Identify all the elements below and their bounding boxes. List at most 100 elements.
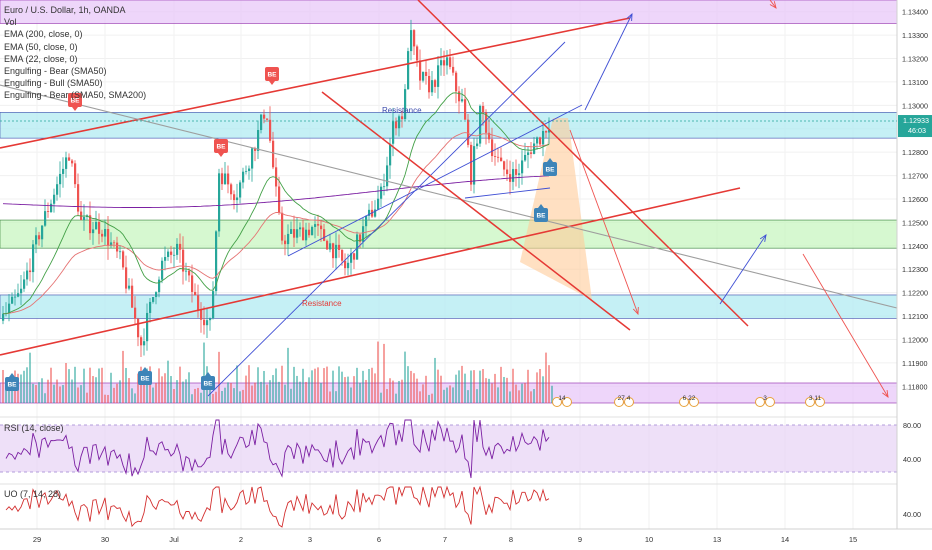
volume-bar (524, 382, 526, 403)
candle (386, 165, 389, 187)
economic-event[interactable]: 6 22 (679, 395, 699, 407)
economic-event[interactable]: 3 (755, 395, 775, 407)
symbol-title[interactable]: Euro / U.S. Dollar, 1h, OANDA (4, 5, 126, 15)
candle (518, 173, 521, 175)
volume-bar (179, 366, 181, 403)
signal-badge-pointer (218, 153, 224, 157)
legend-ema200[interactable]: EMA (200, close, 0) (4, 29, 83, 40)
volume-bar (542, 376, 544, 403)
volume-bar (431, 393, 433, 403)
volume-bar (443, 389, 445, 403)
legend-engulfing-bear-200[interactable]: Engulfing - Bear (SMA50, SMA200) (4, 90, 147, 101)
time-tick-label: 6 (377, 535, 381, 544)
candle (83, 217, 86, 221)
arrow-down-target (569, 129, 639, 315)
volume-bar (455, 374, 457, 403)
candle (383, 186, 386, 188)
legend-ema50[interactable]: EMA (50, close, 0) (4, 41, 78, 52)
candle (38, 235, 41, 240)
zone-green (0, 219, 898, 249)
candle (20, 288, 23, 294)
volume-bar (224, 387, 226, 403)
candle (152, 297, 155, 302)
candle (125, 267, 128, 289)
volume-bar (467, 390, 469, 403)
volume-bar (35, 385, 37, 403)
candle (44, 211, 47, 226)
candle (266, 118, 269, 120)
volume-bar (320, 383, 322, 403)
candle (221, 173, 224, 185)
candle (260, 114, 263, 131)
signal-badge-label: BE (70, 98, 80, 105)
candle (131, 285, 134, 308)
legend-vol[interactable]: Vol (4, 17, 17, 28)
volume-bar (338, 366, 340, 403)
economic-event[interactable]: 27 4 (614, 395, 634, 407)
economic-event[interactable]: 14 (552, 395, 572, 407)
volume-bar (401, 379, 403, 403)
volume-bar (344, 377, 346, 403)
volume-bar (494, 373, 496, 403)
volume-bar (389, 378, 391, 403)
volume-bar (32, 383, 34, 403)
signal-badge: BE (138, 367, 152, 385)
signal-badge: BE (265, 67, 279, 85)
volume-bar (128, 378, 130, 403)
volume-bar (203, 342, 205, 403)
event-flag-icon (562, 397, 572, 407)
candle (299, 227, 302, 230)
volume-bar (29, 352, 31, 403)
volume-bar (26, 367, 28, 403)
volume-bar (155, 383, 157, 403)
candle (32, 244, 35, 273)
volume-bar (488, 378, 490, 403)
volume-bar (347, 376, 349, 403)
event-count: 14 (558, 395, 566, 402)
candle (203, 319, 206, 326)
uo-title[interactable]: UO (7, 14, 28) (4, 489, 62, 499)
candle (146, 312, 149, 342)
volume-bar (170, 376, 172, 403)
candle (545, 131, 548, 133)
candle (320, 225, 323, 230)
grey-trendline (0, 84, 898, 309)
candle (314, 224, 317, 227)
candle (155, 292, 158, 298)
candle (329, 243, 332, 250)
candle (227, 173, 230, 185)
candle (224, 173, 227, 185)
arrow-down-long-head (882, 390, 889, 398)
legend-ema22[interactable]: EMA (22, close, 0) (4, 53, 78, 64)
event-flag-icon (624, 397, 634, 407)
downchannel-lower-line (321, 91, 631, 331)
candle (437, 65, 440, 87)
volume-bar (119, 380, 121, 403)
legend-engulfing-bear[interactable]: Engulfing - Bear (SMA50) (4, 66, 107, 77)
volume-bar (251, 385, 253, 403)
current-price-label: 1.12933 (903, 116, 929, 125)
volume-bar (134, 393, 136, 403)
candle (416, 46, 419, 61)
legend-engulfing-bull[interactable]: Engulfing - Bull (SMA50) (4, 78, 103, 89)
candle (194, 291, 197, 296)
candle (113, 242, 116, 244)
volume-bar (428, 394, 430, 403)
rsi-title[interactable]: RSI (14, close) (4, 423, 64, 433)
volume-bar (497, 387, 499, 403)
volume-bar (197, 387, 199, 403)
time-tick-label: 7 (443, 535, 447, 544)
volume-bar (356, 367, 358, 403)
event-count: 6 22 (683, 395, 696, 402)
candle (428, 75, 431, 93)
signal-badge-box (534, 208, 548, 222)
candle (335, 244, 338, 259)
volume-bar (275, 368, 277, 403)
economic-event[interactable]: 3 11 (805, 395, 825, 407)
volume-bar (476, 389, 478, 403)
candle (176, 243, 179, 255)
signal-badge-box (201, 376, 215, 390)
candle (356, 234, 359, 260)
